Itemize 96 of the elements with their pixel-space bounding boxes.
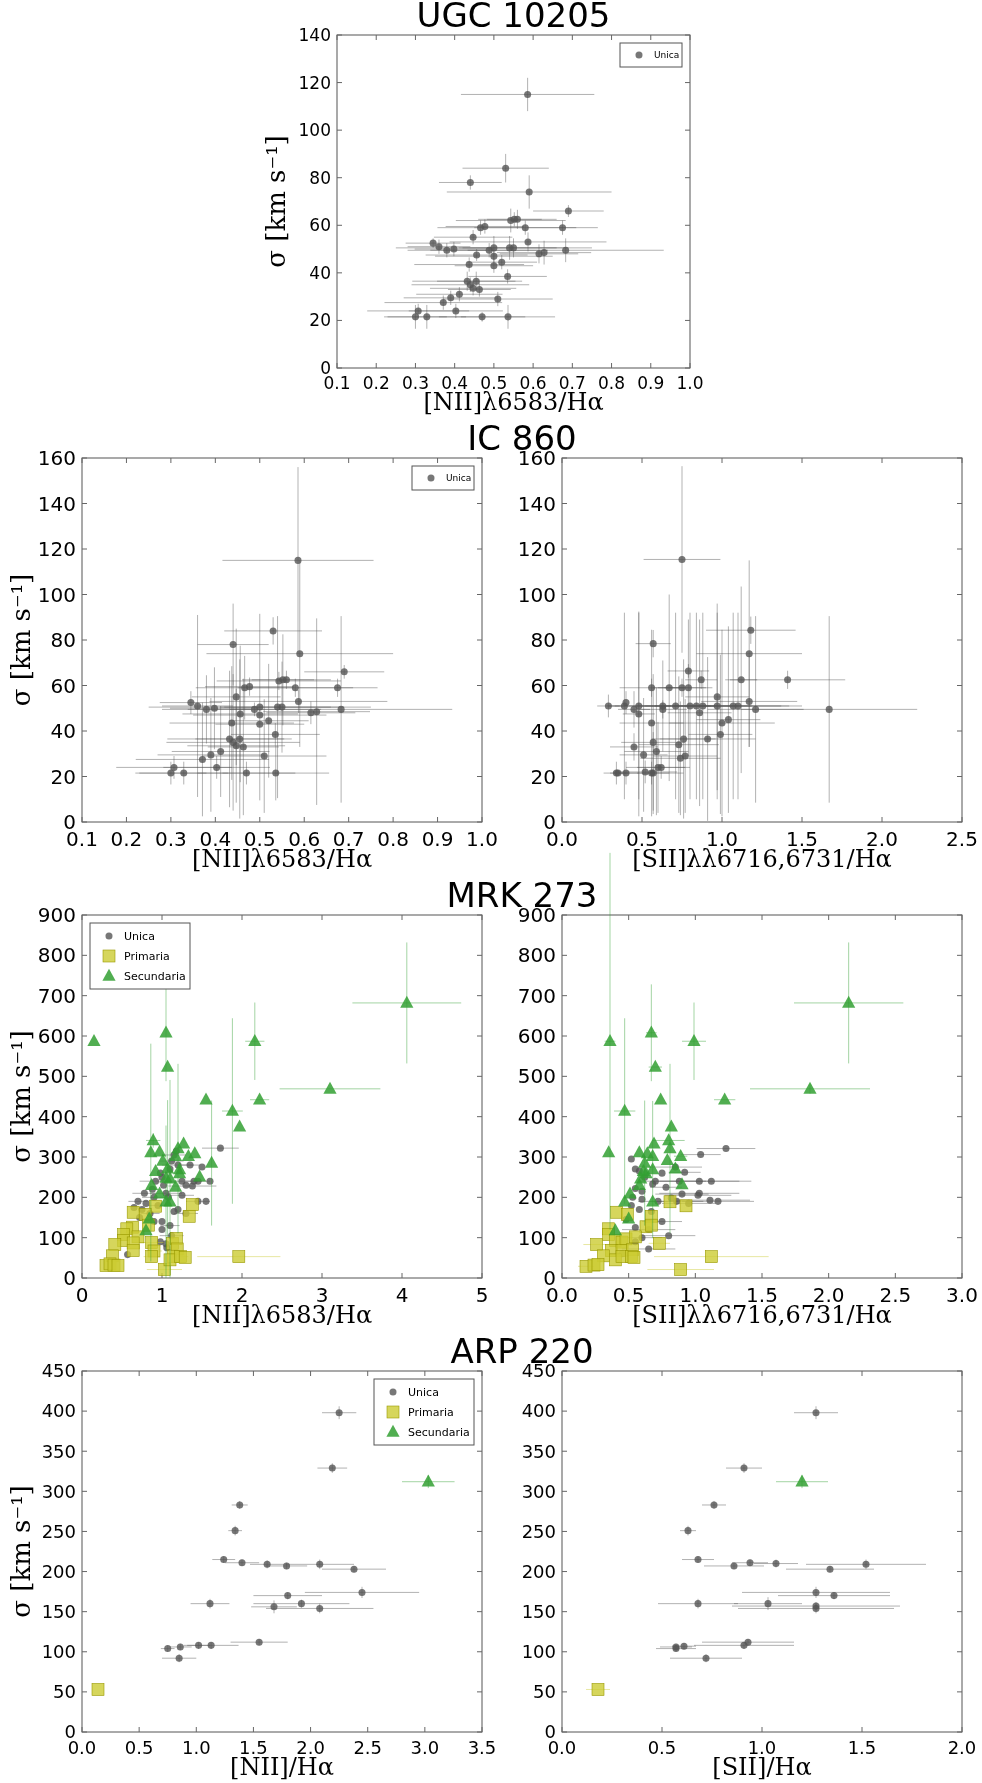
y-axis-title: σ [km s⁻¹] [6, 573, 36, 707]
y-tick-label: 100 [521, 1641, 556, 1663]
y-axis-title: σ [km s⁻¹] [6, 1030, 36, 1163]
y-tick-label: 100 [37, 1225, 76, 1250]
y-tick-label: 300 [517, 1145, 556, 1169]
legend-label: Primaria [408, 1405, 454, 1419]
y-tick-label: 450 [41, 1360, 76, 1382]
y-tick-label: 400 [521, 1400, 556, 1422]
y-tick-label: 100 [41, 1641, 76, 1663]
y-tick-label: 800 [517, 943, 556, 968]
x-tick-label: 2.0 [947, 1737, 977, 1758]
y-axis-title: σ [km s⁻¹] [261, 135, 291, 268]
y-tick-label: 250 [41, 1520, 76, 1542]
x-tick-label: 0.9 [637, 373, 665, 393]
y-tick-label: 50 [53, 1681, 76, 1703]
x-tick-label: 2.5 [946, 827, 978, 851]
legend-label: Secundaria [408, 1425, 470, 1439]
y-tick-label: 40 [309, 262, 331, 283]
y-tick-label: 40 [530, 719, 556, 743]
x-tick-label: 0.3 [154, 827, 187, 851]
y-tick-label: 0 [63, 1266, 76, 1290]
y-tick-label: 500 [517, 1064, 556, 1089]
x-tick-label: 0.8 [377, 827, 410, 851]
y-tick-label: 500 [37, 1064, 76, 1089]
y-tick-label: 20 [309, 310, 331, 331]
y-tick-label: 100 [517, 1225, 556, 1250]
y-tick-label: 250 [521, 1520, 556, 1542]
y-axis-title: σ [km s⁻¹] [6, 1485, 36, 1618]
x-tick-label: 0.2 [362, 373, 390, 393]
y-tick-label: 700 [37, 983, 76, 1008]
y-tick-label: 600 [37, 1024, 76, 1048]
y-tick-label: 140 [517, 491, 556, 516]
y-tick-label: 600 [517, 1024, 556, 1048]
legend-label: Unica [654, 50, 680, 61]
y-tick-label: 400 [41, 1400, 76, 1422]
y-tick-label: 200 [521, 1560, 556, 1582]
x-tick-label: 0.5 [647, 1737, 677, 1758]
y-tick-label: 150 [41, 1600, 76, 1622]
y-tick-label: 400 [517, 1104, 556, 1129]
x-tick-label: 0.0 [547, 1737, 577, 1758]
legend-label: Unica [446, 473, 472, 484]
y-tick-label: 700 [517, 983, 556, 1008]
legend-label: Secundaria [124, 969, 186, 983]
x-tick-label: 4 [395, 1283, 409, 1307]
y-tick-label: 60 [309, 215, 331, 236]
legend-label: Unica [408, 1385, 439, 1399]
x-tick-label: 0.0 [67, 1737, 97, 1758]
y-tick-label: 60 [530, 673, 556, 698]
x-tick-label: 2.5 [879, 1283, 912, 1307]
chart-title: UGC 10205 [416, 0, 611, 35]
x-tick-label: 3.0 [946, 1283, 978, 1307]
y-tick-label: 100 [517, 582, 556, 607]
x-tick-label: 5 [475, 1283, 489, 1307]
y-tick-label: 20 [50, 764, 76, 789]
y-tick-label: 900 [37, 903, 76, 927]
x-tick-label: 3.5 [467, 1737, 497, 1758]
y-tick-label: 150 [521, 1600, 556, 1622]
x-tick-label: 0.1 [323, 373, 351, 393]
y-tick-label: 100 [37, 582, 76, 607]
legend-label: Unica [124, 929, 155, 943]
x-tick-label: 3.0 [410, 1737, 440, 1758]
x-tick-label: 2.5 [353, 1737, 383, 1758]
y-tick-label: 140 [298, 24, 331, 45]
x-tick-label: 1.0 [181, 1737, 211, 1758]
y-tick-label: 50 [533, 1681, 556, 1703]
y-tick-label: 120 [298, 72, 331, 93]
y-tick-label: 350 [41, 1440, 76, 1462]
y-tick-label: 20 [530, 764, 556, 789]
y-tick-label: 350 [521, 1440, 556, 1462]
y-tick-label: 80 [309, 167, 331, 188]
y-tick-label: 200 [41, 1560, 76, 1582]
x-tick-label: 1.5 [847, 1737, 877, 1758]
y-tick-label: 140 [37, 491, 76, 516]
y-tick-label: 800 [37, 943, 76, 968]
x-axis-title: [NII]λ6583/Hα [191, 1301, 373, 1329]
y-tick-label: 200 [37, 1185, 76, 1210]
y-tick-label: 100 [298, 120, 331, 141]
y-tick-label: 400 [37, 1104, 76, 1129]
y-tick-label: 160 [37, 446, 76, 470]
x-tick-label: 0.5 [124, 1737, 154, 1758]
x-tick-label: 0.9 [421, 827, 454, 851]
x-tick-label: 0.2 [110, 827, 143, 851]
y-tick-label: 40 [50, 719, 76, 743]
y-tick-label: 300 [37, 1145, 76, 1169]
y-tick-label: 60 [50, 673, 76, 698]
y-tick-label: 80 [530, 628, 556, 652]
y-tick-label: 120 [37, 537, 76, 561]
y-tick-label: 200 [517, 1185, 556, 1210]
y-tick-label: 120 [517, 537, 556, 561]
x-tick-label: 1 [155, 1283, 169, 1307]
y-tick-label: 80 [50, 628, 76, 652]
legend-label: Primaria [124, 949, 170, 963]
y-tick-label: 300 [521, 1480, 556, 1502]
x-tick-label: 1.0 [676, 373, 704, 393]
x-tick-label: 1.0 [466, 827, 498, 851]
y-tick-label: 300 [41, 1480, 76, 1502]
